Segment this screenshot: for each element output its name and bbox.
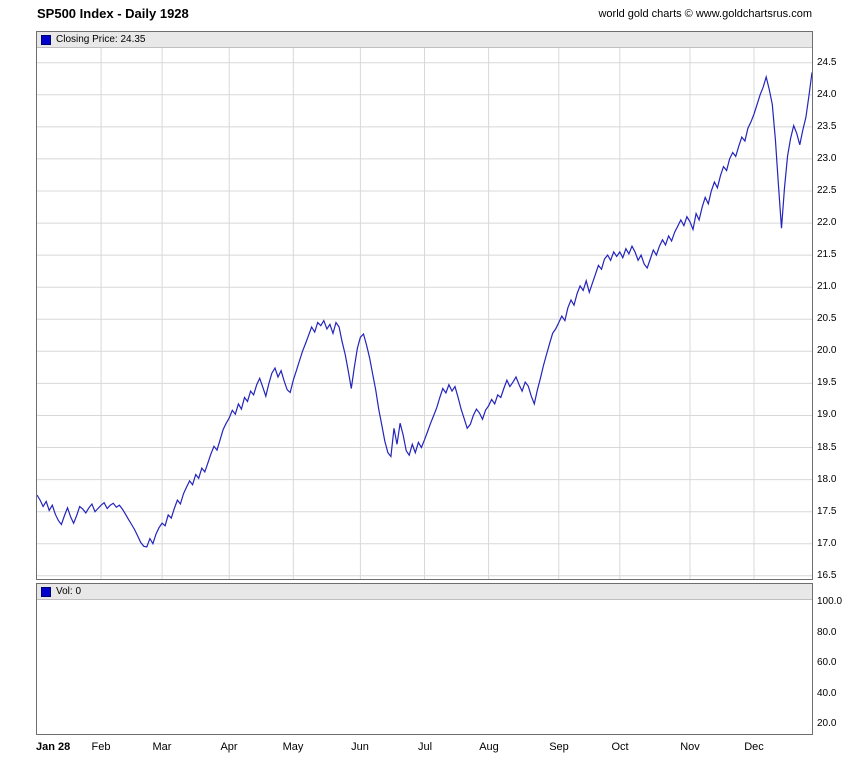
x-axis-label: Jul [417,741,433,753]
price-panel: Closing Price: 24.35 [36,31,813,580]
price-y-tick-label: 21.5 [817,249,837,260]
price-y-tick-label: 24.0 [817,89,837,100]
price-legend: Closing Price: 24.35 [37,32,812,48]
price-y-tick-label: 22.0 [817,217,837,228]
price-y-tick-label: 24.5 [817,57,837,68]
x-axis-label: Apr [220,741,238,753]
volume-y-tick-label: 60.0 [817,657,837,668]
price-y-tick-label: 19.5 [817,377,837,388]
price-y-tick-label: 20.5 [817,313,837,324]
chart-title: SP500 Index - Daily 1928 [37,6,189,21]
price-series-swatch-icon [41,34,51,45]
price-y-tick-label: 21.0 [817,281,837,292]
x-axis-label: Oct [611,741,629,753]
x-axis-label: Jun [351,741,369,753]
volume-panel: Vol: 0 [36,583,813,735]
volume-legend-label: Vol: 0 [56,586,82,597]
price-y-tick-label: 19.0 [817,409,837,420]
volume-y-tick-label: 80.0 [817,627,837,638]
price-line-chart [37,48,812,579]
x-axis-label: Dec [744,741,764,753]
volume-legend: Vol: 0 [37,584,812,600]
price-y-tick-label: 18.5 [817,442,837,453]
price-legend-label: Closing Price: 24.35 [56,34,146,45]
closing-price-line [37,72,812,548]
price-y-tick-label: 20.0 [817,345,837,356]
price-y-tick-label: 22.5 [817,185,837,196]
x-axis-label: Sep [549,741,569,753]
x-axis-label: Mar [152,741,172,753]
volume-series-swatch-icon [41,586,51,597]
volume-y-tick-label: 20.0 [817,718,837,729]
copyright-text: world gold charts © www.goldchartsrus.co… [598,8,812,20]
volume-y-tick-label: 40.0 [817,688,837,699]
price-y-tick-label: 16.5 [817,570,837,581]
price-y-tick-label: 17.0 [817,538,837,549]
x-axis-label: Nov [680,741,700,753]
x-axis-label: Jan 28 [36,741,71,753]
price-y-tick-label: 18.0 [817,474,837,485]
price-y-tick-label: 23.0 [817,153,837,164]
x-axis: Jan 28 Feb Mar Apr May Jun Jul Aug Sep Oct Nov Dec [0,741,850,757]
x-axis-label: May [282,741,304,753]
price-y-tick-label: 17.5 [817,506,837,517]
x-axis-label: Aug [479,741,499,753]
volume-y-tick-label: 100.0 [817,596,843,607]
price-y-tick-label: 23.5 [817,121,837,132]
x-axis-label: Feb [91,741,111,753]
